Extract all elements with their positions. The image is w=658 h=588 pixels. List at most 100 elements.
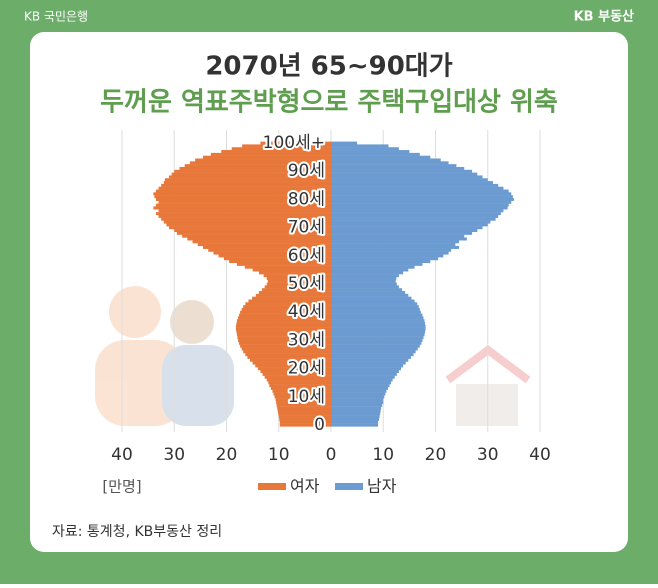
bar bbox=[331, 313, 423, 317]
bar bbox=[331, 203, 509, 207]
bar bbox=[331, 322, 426, 326]
y-tick-label: 80세 bbox=[288, 189, 325, 209]
bar bbox=[241, 347, 331, 351]
bar bbox=[239, 341, 331, 345]
bar bbox=[221, 150, 331, 154]
bar bbox=[331, 302, 418, 306]
bar bbox=[331, 327, 426, 331]
bar bbox=[210, 152, 331, 156]
bar bbox=[331, 291, 406, 295]
bar bbox=[331, 271, 404, 275]
bar bbox=[331, 166, 465, 170]
bar bbox=[240, 344, 331, 348]
bar bbox=[239, 313, 331, 317]
bar bbox=[213, 251, 331, 255]
bar bbox=[331, 192, 512, 196]
bar bbox=[331, 403, 383, 407]
bar bbox=[153, 192, 331, 196]
bar bbox=[331, 257, 439, 261]
bar bbox=[153, 206, 331, 210]
bar bbox=[331, 183, 499, 187]
bar bbox=[331, 347, 418, 351]
bar bbox=[331, 251, 449, 255]
bar bbox=[331, 353, 414, 357]
bar bbox=[161, 217, 331, 221]
legend-swatch bbox=[335, 483, 363, 490]
bar bbox=[264, 375, 331, 379]
bar bbox=[331, 234, 465, 238]
bar bbox=[252, 361, 331, 365]
source: 자료: 통계청, KB부동산 정리 bbox=[52, 524, 222, 540]
person-head bbox=[109, 286, 161, 338]
chart-title: 2070년 65~90대가 bbox=[205, 52, 452, 82]
house-body bbox=[456, 384, 518, 426]
y-tick-label: 60세 bbox=[288, 246, 325, 266]
bar bbox=[331, 288, 403, 292]
bar bbox=[331, 417, 380, 421]
bar bbox=[331, 350, 416, 354]
x-tick-label: 30 bbox=[163, 445, 185, 465]
legend-label: 남자 bbox=[367, 477, 397, 496]
bar bbox=[331, 189, 509, 193]
unit-label: [만명] bbox=[102, 478, 141, 496]
bar bbox=[331, 150, 410, 154]
bar bbox=[331, 338, 423, 343]
bar bbox=[161, 183, 331, 187]
y-tick-label: 90세 bbox=[288, 161, 325, 181]
bar bbox=[331, 420, 379, 424]
bar bbox=[331, 307, 420, 311]
bar bbox=[279, 417, 331, 421]
bar bbox=[197, 243, 331, 247]
bar bbox=[276, 401, 331, 405]
bar bbox=[331, 158, 441, 162]
chart-subtitle: 두꺼운 역표주박형으로 주택구입대상 위축 bbox=[100, 88, 558, 118]
bar bbox=[331, 169, 473, 173]
bar bbox=[237, 336, 331, 340]
bar bbox=[331, 336, 424, 340]
bar bbox=[331, 330, 426, 334]
bar bbox=[331, 415, 380, 419]
bar bbox=[260, 141, 331, 145]
bar bbox=[171, 172, 331, 176]
y-tick-label: 30세 bbox=[288, 330, 325, 350]
bar bbox=[331, 243, 456, 247]
bar bbox=[158, 200, 331, 204]
bar bbox=[331, 237, 467, 241]
person-head bbox=[170, 300, 214, 344]
bar bbox=[155, 189, 331, 193]
bar bbox=[331, 229, 478, 233]
x-tick-label: 40 bbox=[111, 445, 133, 465]
x-tick-label: 30 bbox=[477, 445, 499, 465]
bar bbox=[262, 288, 331, 292]
bar bbox=[331, 276, 397, 280]
bar bbox=[272, 389, 331, 393]
bar bbox=[241, 307, 331, 311]
bar bbox=[257, 367, 331, 371]
legend-label: 여자 bbox=[290, 477, 320, 496]
bar bbox=[331, 172, 478, 176]
bar bbox=[331, 364, 404, 368]
bar bbox=[331, 310, 421, 314]
bar bbox=[244, 265, 331, 269]
bar bbox=[155, 212, 331, 216]
bar bbox=[331, 344, 420, 348]
bar bbox=[331, 293, 409, 297]
bar bbox=[331, 296, 412, 300]
bar bbox=[331, 341, 422, 345]
bar bbox=[258, 291, 331, 295]
bar bbox=[331, 268, 409, 272]
bar bbox=[155, 203, 331, 207]
bar bbox=[237, 338, 331, 343]
bar bbox=[331, 333, 425, 337]
bar bbox=[242, 144, 331, 148]
bar bbox=[279, 423, 331, 427]
bar bbox=[174, 169, 331, 173]
bar bbox=[331, 370, 399, 374]
bar bbox=[331, 406, 382, 410]
bar bbox=[331, 423, 379, 427]
bar bbox=[250, 358, 331, 362]
bar bbox=[331, 220, 491, 224]
bar bbox=[236, 322, 331, 326]
bar bbox=[174, 229, 331, 233]
